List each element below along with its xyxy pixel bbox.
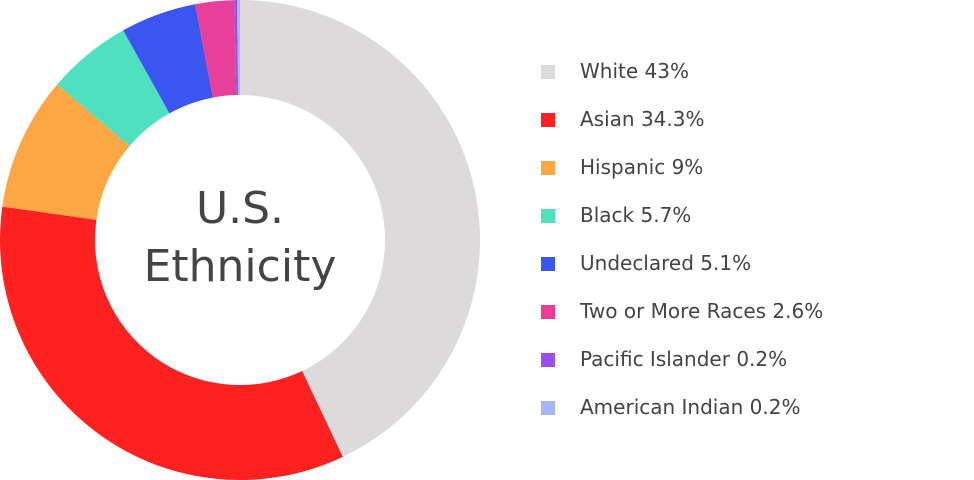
donut-slice [236, 0, 240, 96]
legend-value: 5.1% [700, 251, 751, 275]
legend-value: 9% [672, 155, 704, 179]
legend-text: White 43% [580, 59, 689, 83]
legend-label: American Indian [580, 395, 743, 419]
legend-value: 2.6% [772, 299, 823, 323]
donut-slice [57, 30, 170, 147]
donut-slice [2, 84, 130, 220]
legend-swatch [541, 257, 555, 271]
legend-swatch [541, 305, 555, 319]
legend-swatch [541, 65, 555, 79]
legend-text: Two or More Races 2.6% [579, 299, 823, 323]
legend-label: Hispanic [580, 155, 665, 179]
legend-swatch [541, 113, 555, 127]
legend-text: Pacific Islander 0.2% [580, 347, 787, 371]
donut-slice [195, 0, 237, 98]
legend-value: 0.2% [750, 395, 801, 419]
legend-label: Asian [580, 107, 635, 131]
legend-label: Undeclared [580, 251, 694, 275]
chart-title: U.S. Ethnicity [143, 183, 337, 292]
legend-value: 43% [645, 59, 689, 83]
legend-label: White [580, 59, 638, 83]
legend-value: 34.3% [641, 107, 705, 131]
legend-label: Black [580, 203, 635, 227]
legend-label: Pacific Islander [580, 347, 731, 371]
legend-text: Hispanic 9% [580, 155, 703, 179]
donut-slice [240, 0, 480, 457]
donut-slice [123, 4, 213, 114]
legend-label: Two or More Races [579, 299, 766, 323]
legend-text: Undeclared 5.1% [580, 251, 751, 275]
legend-text: American Indian 0.2% [580, 395, 800, 419]
legend-swatch [541, 209, 555, 223]
legend-value: 0.2% [736, 347, 787, 371]
donut-slice [0, 206, 343, 480]
legend-text: Black 5.7% [580, 203, 691, 227]
legend-value: 5.7% [640, 203, 691, 227]
donut-slice [233, 0, 239, 96]
legend-swatch [541, 161, 555, 175]
legend-swatch [541, 353, 555, 367]
legend-text: Asian 34.3% [580, 107, 705, 131]
legend-swatch [541, 401, 555, 415]
